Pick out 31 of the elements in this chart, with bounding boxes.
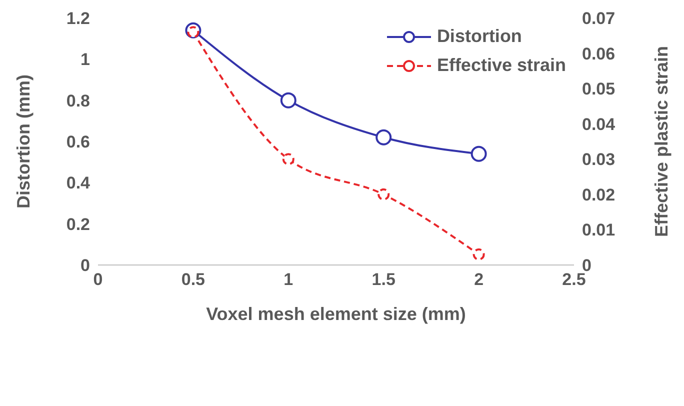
point (376, 129, 392, 146)
y-tick-label: 1.2 (66, 9, 90, 28)
y-tick-label: 0.8 (66, 91, 90, 110)
y2-tick-label: 0.06 (582, 44, 616, 64)
point (472, 248, 485, 260)
x-tick-label: 1.5 (372, 270, 396, 290)
y-tick-label: 1 (80, 50, 90, 70)
x-tick-label: 0 (93, 270, 103, 290)
legend-label: Distortion (436, 26, 522, 47)
x-tick-label: 1 (284, 270, 294, 290)
y-tick-label: 0 (80, 256, 90, 276)
y2-tick-label: 0.05 (582, 80, 616, 99)
y-tick-label: 0.4 (66, 174, 91, 193)
y-axis-title: Distortion (mm) (13, 74, 34, 208)
y2-tick-label: 0.07 (582, 9, 616, 28)
x-tick-label: 2.5 (562, 270, 586, 290)
point (470, 146, 487, 162)
point (282, 153, 294, 166)
x-axis-title: Voxel mesh element size (mm) (206, 304, 466, 324)
point (378, 188, 390, 200)
point (280, 92, 296, 108)
legend-label: Effective strain (436, 55, 566, 76)
x-tick-label: 2 (474, 270, 484, 290)
y2-tick-label: 0.01 (582, 220, 616, 240)
y2-tick-label: 0.02 (582, 185, 616, 204)
x-tick-label: 0.5 (181, 270, 206, 290)
y2-tick-label: 0.04 (582, 114, 616, 134)
y-tick-label: 0.2 (66, 214, 90, 234)
y2-axis-title: Effective plastic strain (651, 46, 672, 238)
y2-tick-label: 0.03 (582, 150, 616, 170)
y-tick-label: 0.6 (66, 132, 90, 152)
